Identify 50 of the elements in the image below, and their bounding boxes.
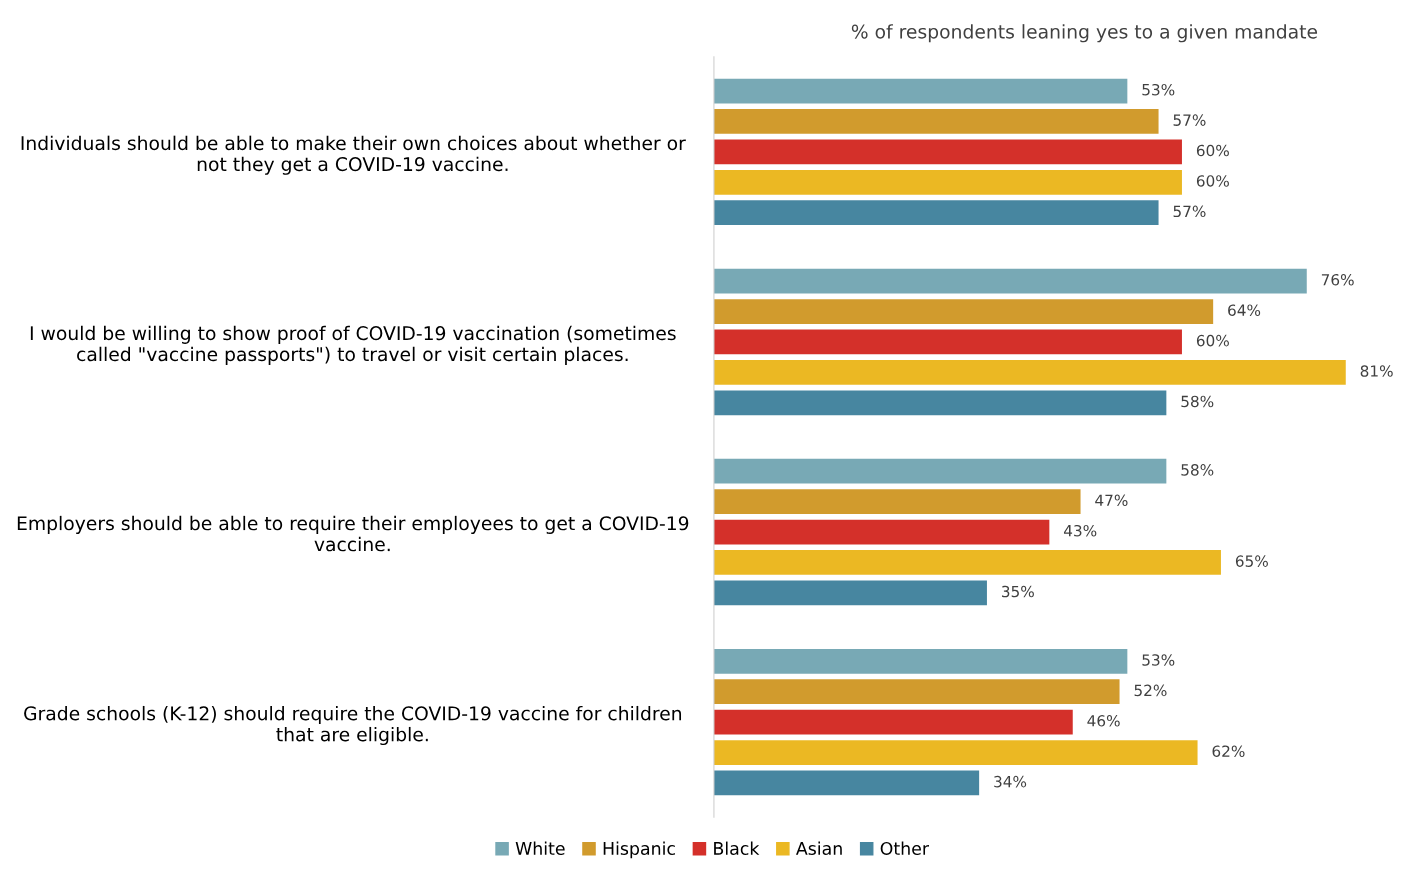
data-label: 46% [1087, 715, 1120, 727]
bar [713, 458, 1167, 484]
bar [713, 390, 1167, 416]
legend-label: Asian [796, 841, 842, 856]
data-label: 58% [1181, 395, 1214, 408]
data-label: 60% [1196, 175, 1229, 187]
bar [713, 200, 1159, 226]
bar [713, 489, 1081, 514]
legend-label: Other [880, 841, 930, 856]
data-label: 60% [1196, 144, 1229, 157]
data-label: 76% [1321, 274, 1354, 286]
data-label: 43% [1063, 524, 1097, 537]
data-label: 53% [1142, 654, 1175, 666]
data-label: 60% [1196, 334, 1229, 347]
legend-label: Hispanic [603, 841, 675, 859]
bar [713, 770, 980, 796]
data-label: 47% [1095, 494, 1128, 507]
data-label: 58% [1181, 464, 1214, 476]
bar [713, 709, 1073, 735]
bar [713, 519, 1050, 545]
bar [713, 550, 1221, 575]
bar [713, 109, 1159, 134]
data-label: 53% [1142, 83, 1175, 96]
bar [713, 78, 1128, 104]
data-label: 64% [1228, 304, 1261, 316]
bar [713, 299, 1214, 324]
data-label: 34% [994, 775, 1027, 788]
bar [713, 139, 1182, 165]
legend-label: Black [714, 841, 760, 856]
chart-title: % of respondents leaning yes to a given mandate [851, 24, 1318, 43]
data-label: 35% [1002, 585, 1034, 598]
legend-label: White [515, 841, 565, 856]
data-label: 65% [1235, 555, 1268, 567]
y-tick-label: Individuals should be able to make their own choices about whether or not they get a COVID-19 vaccine. [21, 135, 686, 175]
data-label: 81% [1360, 365, 1393, 377]
bar [713, 169, 1182, 195]
data-label: 52% [1134, 684, 1167, 697]
bar [713, 268, 1307, 294]
y-tick-label: Employers should be able to require their employees to get a COVID-19 vaccine. [17, 515, 689, 552]
bar [713, 360, 1346, 385]
data-label: 57% [1173, 205, 1206, 218]
bar [713, 580, 987, 606]
data-label: 57% [1173, 114, 1206, 126]
y-tick-label: I would be willing to show proof of COVID-19 vaccination (sometimes called "vaccine passports") to travel or visit certain places. [30, 325, 676, 365]
data-label: 62% [1212, 745, 1245, 757]
bar [713, 679, 1120, 705]
y-tick-label: Grade schools (K-12) should require the COVID-19 vaccine for children that are eligible. [24, 705, 682, 746]
bar [713, 740, 1198, 765]
bar [713, 648, 1128, 674]
bar [713, 329, 1182, 355]
